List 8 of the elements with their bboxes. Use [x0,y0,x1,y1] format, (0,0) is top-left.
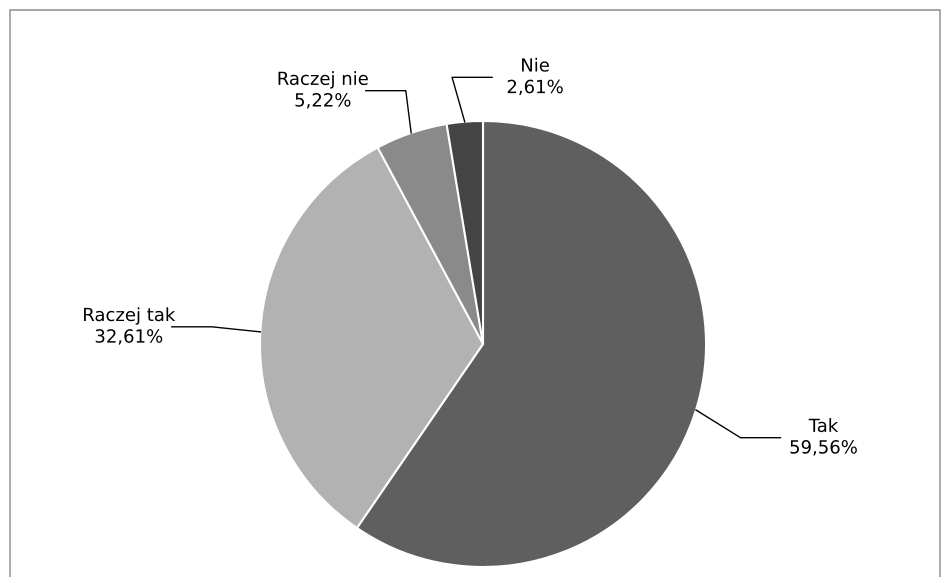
data-label: 32,61% [96,329,162,345]
slice-label: Raczej nie [278,71,368,89]
slice-label: Raczej tak [84,307,176,325]
data-label: 2,61% [508,80,563,96]
data-label: 5,22% [296,93,350,109]
slice-label: Nie [522,58,549,72]
slice-label: Tak [808,418,838,432]
data-label: 59,56% [790,440,857,456]
